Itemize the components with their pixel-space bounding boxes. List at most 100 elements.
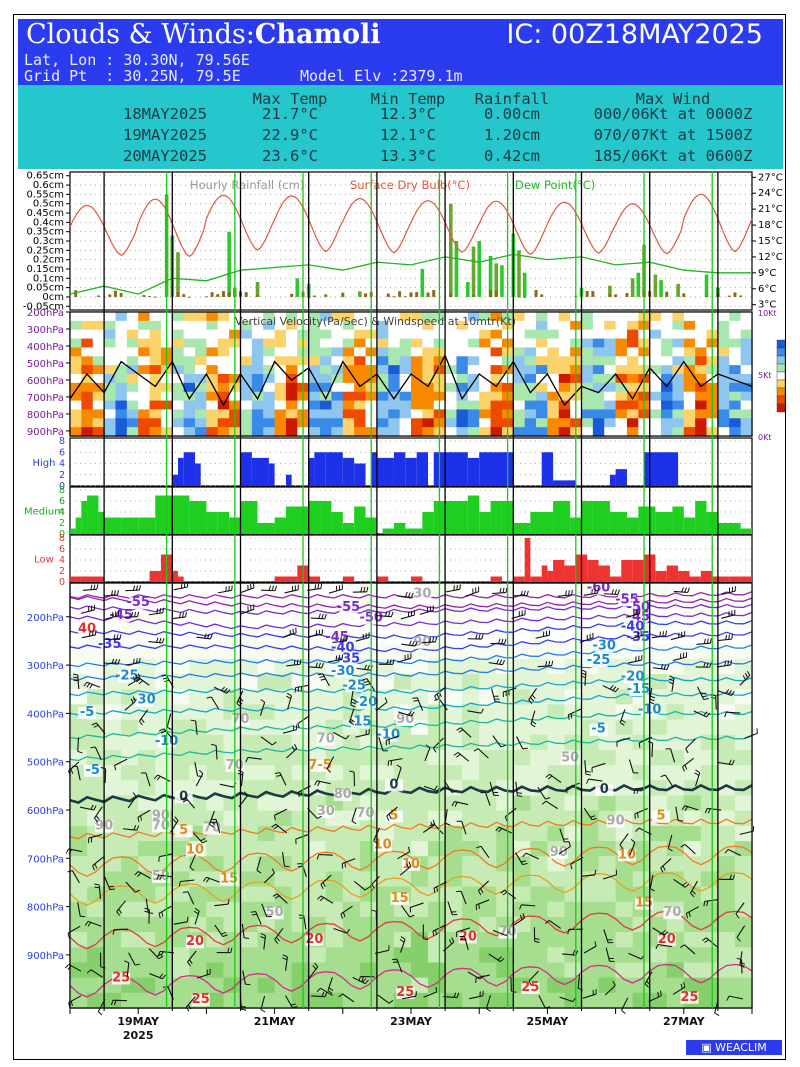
humidity-cell [411,658,429,675]
wind-barb-flag [614,589,617,595]
humidity-cell [223,689,241,705]
humidity-cell [564,901,582,918]
wind-barb-flag [135,889,141,893]
wind-barb-flag [210,821,215,825]
humidity-cell [717,719,736,736]
vv-cell [604,418,617,428]
wind-barb [158,905,172,914]
humidity-cell [87,901,105,918]
wind-barb-flag [94,886,100,889]
vv-cell [354,356,367,366]
vv-cell [411,356,423,366]
colorbar-cell [776,339,786,349]
cloud-bar [513,523,531,534]
label-halo [589,723,608,736]
vv-cell [70,347,82,357]
wind-barb [475,974,490,979]
humidity-cell [104,947,122,963]
humidity-cell [138,841,156,857]
humidity-cell [462,825,480,842]
humidity-cell [581,977,600,994]
wind-barb-flag [220,686,225,691]
humidity-cell [632,856,651,872]
wind-barb [82,588,97,591]
cloud-bar [308,501,321,534]
wind-barb [397,711,412,717]
wind-barb-flag [432,931,435,937]
humidity-cell [308,901,327,918]
humidity-cell [479,871,497,888]
rain-bar [517,250,521,297]
vv-cell [672,312,685,322]
wind-barb-flag [436,693,440,699]
humidity-cell [632,795,651,812]
wind-barb [215,745,218,760]
humidity-cell [376,856,395,872]
wind-barb [81,634,96,639]
vv-cell [251,418,264,428]
wind-barb-flag [139,815,143,821]
wind-barb [433,823,444,835]
wind-barb [399,865,412,876]
wind-barb-flag [425,744,431,749]
humidity-cell [189,719,207,736]
vv-cell [70,374,82,384]
humidity-cell [172,734,190,751]
cloud-bar [638,506,656,534]
cloud-bar [598,565,610,582]
humidity-cell [445,992,463,1009]
wind-barb [603,593,618,595]
vv-cell [672,409,685,419]
humidity-cell [530,992,548,1009]
wind-barb [684,944,696,955]
humidity-cell [155,795,173,812]
vv-cell [467,400,480,411]
isotherm-label: -40 [621,619,645,634]
vv-cell [717,320,730,331]
wind-barb-flag [668,678,674,682]
vv-cell [672,382,685,393]
vv-cell [149,427,162,437]
wind-barb-flag [730,659,732,666]
vv-cell [388,382,401,393]
rain-tick-label: 0.3cm [33,236,64,247]
wind-barb [127,796,137,809]
wind-barb-flag [662,865,666,871]
vv-cell [331,347,344,357]
humidity-cell [581,749,600,766]
wind-barb-flag [684,806,688,812]
humidity-cell [70,947,88,963]
vv-cell [661,382,674,393]
wind-barb [673,878,686,888]
wind-barb-flag [241,1008,247,1011]
vv-cell [81,347,94,357]
wind-barb-flag [594,588,596,594]
cloud-bar [467,495,480,534]
cloud-bar [189,501,207,534]
windspeed-line [69,353,753,407]
wind-barb-flag [704,939,709,943]
vv-cell [195,347,207,357]
wind-barb-flag [685,748,689,754]
vv-cell [729,374,742,384]
wind-barb-flag [276,774,282,777]
vv-cell [388,365,401,375]
vv-cell [411,382,423,393]
wind-barb-flag [478,634,481,640]
wind-barb [148,641,163,644]
humidity-cell [223,901,241,918]
cloud-bar [541,565,548,582]
wind-barb-flag [663,664,667,670]
wind-barb-flag [519,914,523,920]
vv-cell [479,356,492,366]
vv-cell [81,400,94,411]
vv-cell [126,400,139,411]
vv-cell [422,329,435,340]
vv-cell [251,427,264,437]
humidity-cell [649,674,668,690]
vv-cell [717,312,730,322]
humidity-cell [734,992,753,1009]
humidity-cell [257,977,276,994]
wind-barb-flag [272,893,278,897]
humidity-cell [547,795,565,812]
